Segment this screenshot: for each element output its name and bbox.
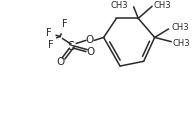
Text: O: O [57, 58, 65, 67]
Text: CH3: CH3 [171, 23, 189, 32]
Text: S: S [67, 40, 74, 53]
Text: CH3: CH3 [154, 1, 171, 10]
Text: O: O [86, 35, 94, 45]
Text: CH3: CH3 [173, 39, 190, 48]
Text: F: F [48, 40, 54, 50]
Text: F: F [46, 28, 52, 38]
Text: CH3: CH3 [111, 1, 128, 10]
Text: O: O [87, 47, 95, 57]
Text: F: F [62, 19, 67, 29]
